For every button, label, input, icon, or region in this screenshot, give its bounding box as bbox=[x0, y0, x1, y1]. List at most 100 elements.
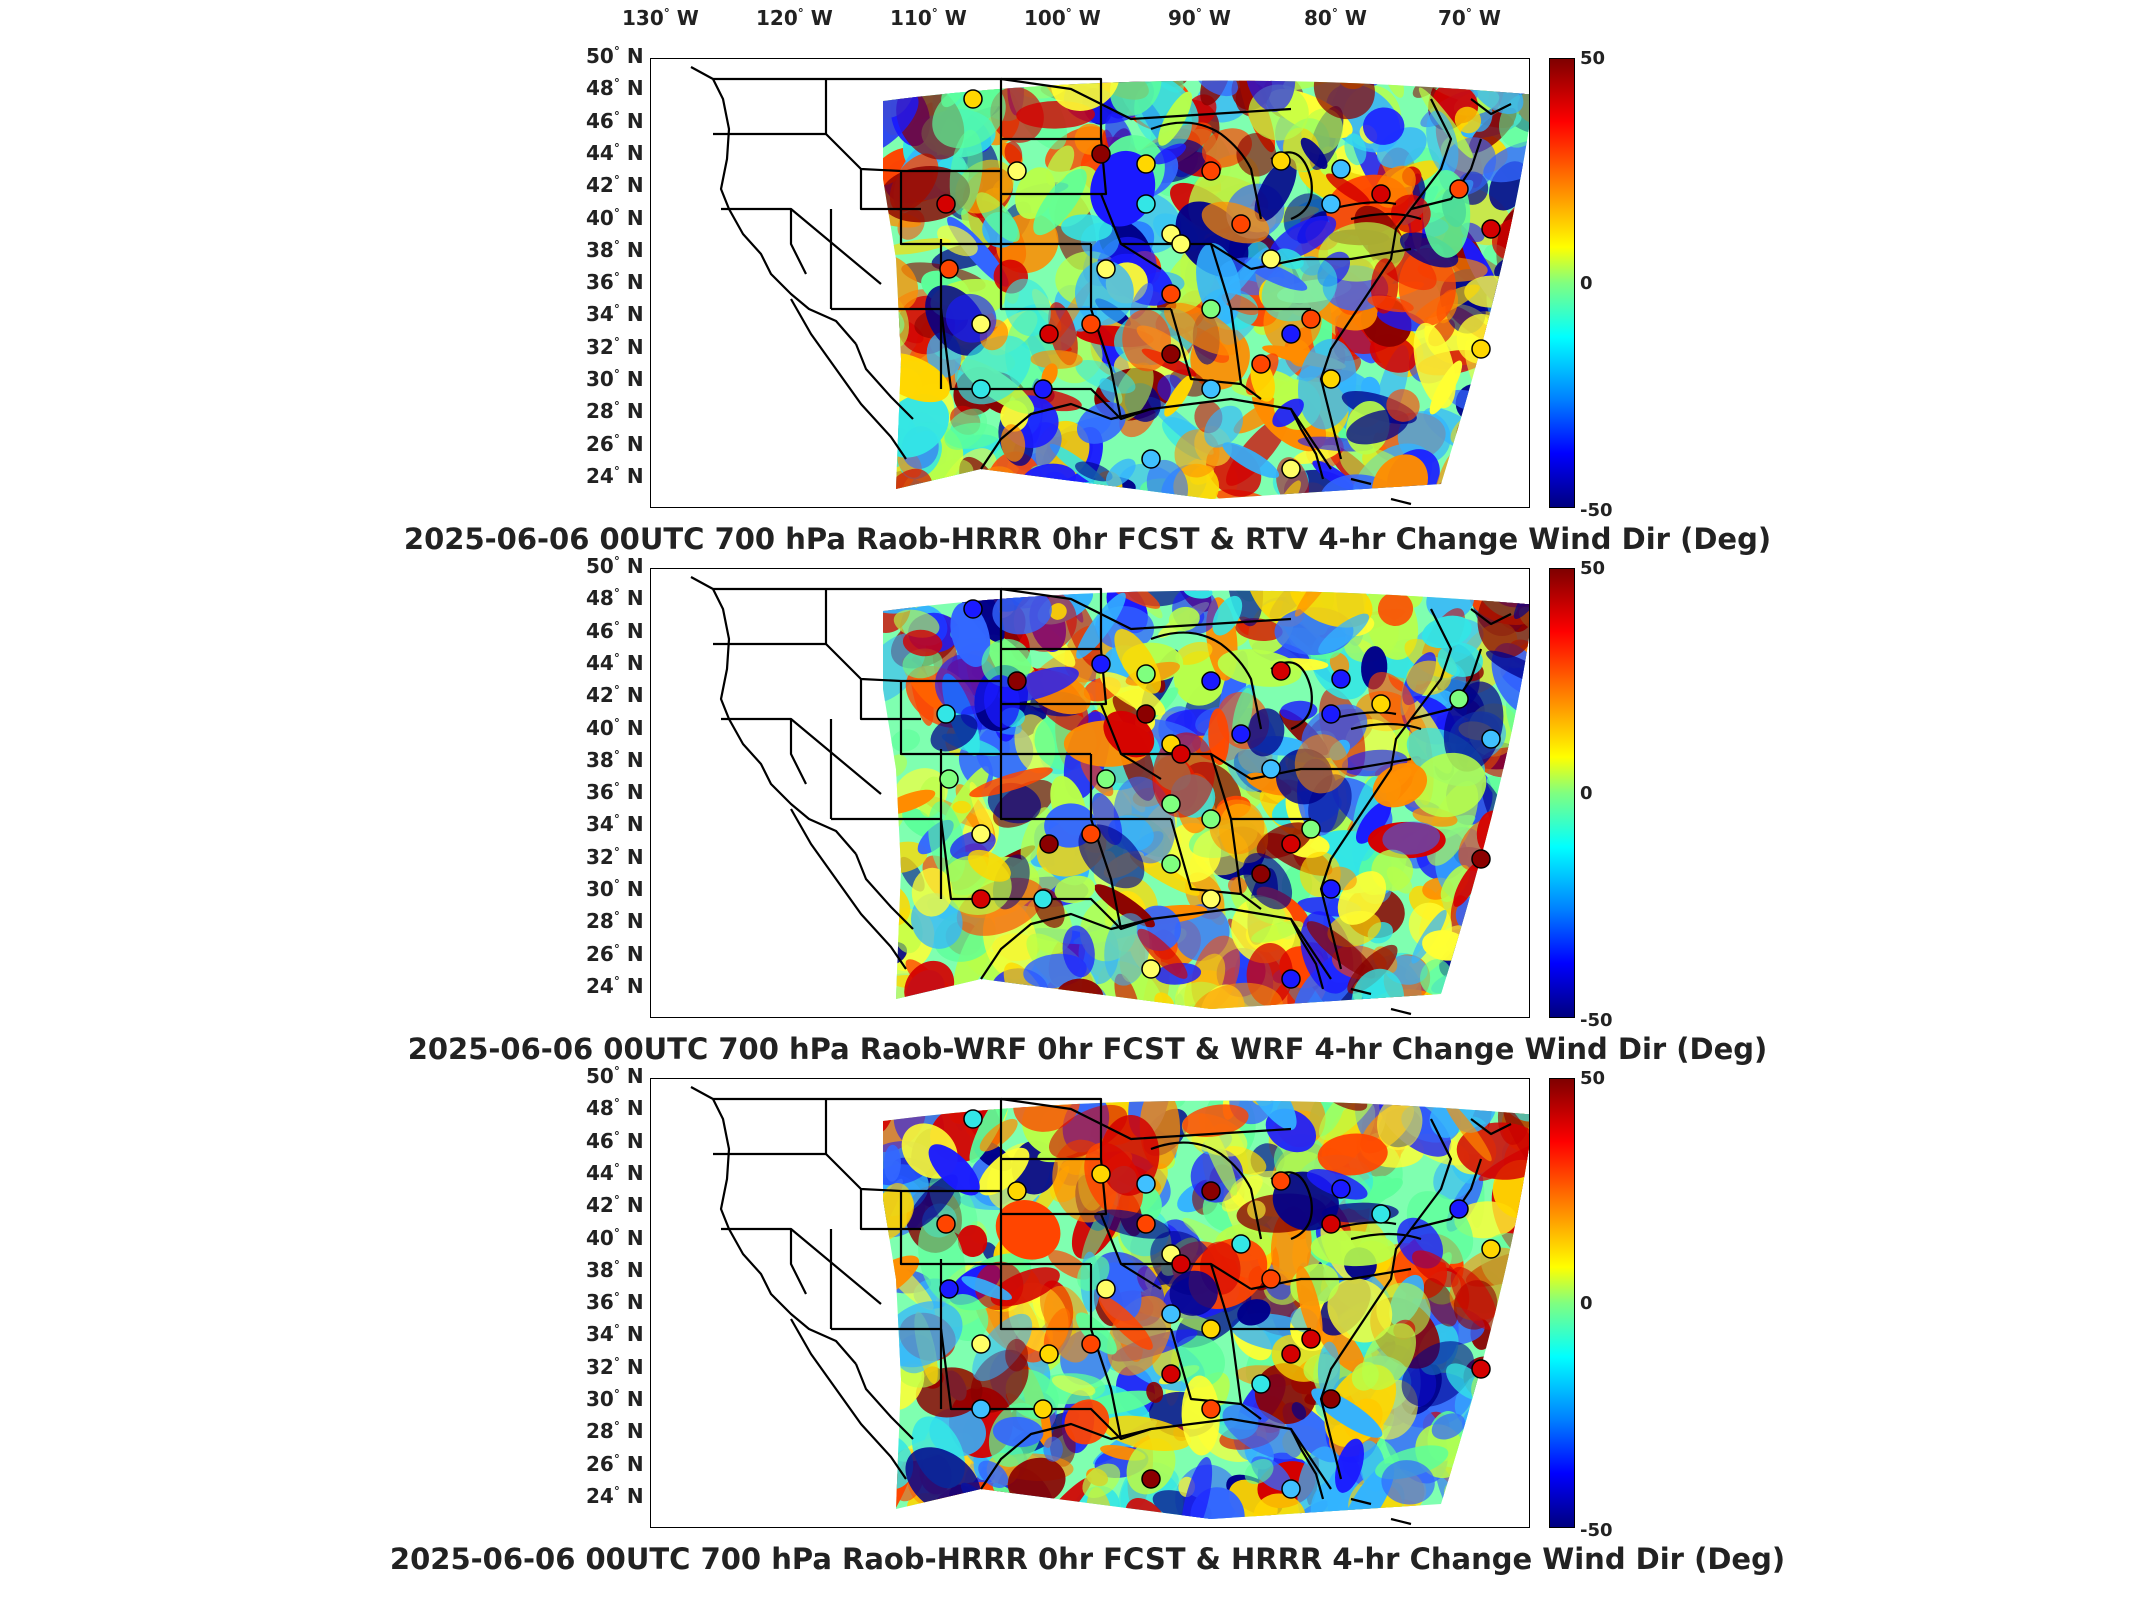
raob-station-marker bbox=[1201, 889, 1221, 909]
field-patch bbox=[1496, 813, 1529, 863]
field-patch bbox=[1317, 1341, 1340, 1399]
raob-station-marker bbox=[1081, 1334, 1101, 1354]
raob-station-marker bbox=[1161, 1364, 1181, 1384]
field-patch bbox=[1317, 1133, 1388, 1176]
raob-station-marker bbox=[936, 194, 956, 214]
border-line bbox=[790, 808, 907, 970]
field-patch bbox=[1164, 302, 1241, 356]
raob-station-marker bbox=[1449, 179, 1469, 199]
lat-label: 32° N bbox=[586, 844, 644, 869]
field-patch bbox=[1051, 1375, 1096, 1397]
field-patch bbox=[1501, 823, 1529, 893]
raob-station-marker bbox=[1033, 379, 1053, 399]
field-patch bbox=[949, 129, 983, 216]
panel-title: 2025-06-06 00UTC 700 hPa Raob-HRRR 0hr F… bbox=[389, 1542, 1786, 1576]
border-line bbox=[1350, 477, 1372, 486]
raob-station-marker bbox=[1281, 969, 1301, 989]
field-patch bbox=[1514, 947, 1529, 1009]
field-patch bbox=[1413, 322, 1456, 409]
raob-station-marker bbox=[1136, 154, 1156, 174]
field-patch bbox=[1222, 442, 1280, 479]
map-area bbox=[650, 58, 1530, 508]
border-line bbox=[713, 1099, 828, 1156]
field-patch bbox=[883, 590, 902, 596]
border-line bbox=[1031, 387, 1152, 421]
border-line bbox=[713, 79, 828, 136]
raob-station-marker bbox=[1201, 809, 1221, 829]
border-line bbox=[899, 171, 1001, 246]
field-patch bbox=[1137, 928, 1188, 979]
raob-station-marker bbox=[1301, 309, 1321, 329]
field-patch bbox=[1290, 590, 1373, 628]
field-patch bbox=[1075, 360, 1136, 394]
field-patch bbox=[1237, 1299, 1271, 1326]
field-patch bbox=[1376, 1100, 1423, 1151]
raob-station-marker bbox=[1321, 704, 1341, 724]
field-patch bbox=[1004, 278, 1051, 337]
field-patch bbox=[1222, 1404, 1302, 1460]
field-patch bbox=[1291, 1402, 1307, 1420]
lat-label: 40° N bbox=[586, 1225, 644, 1250]
border-line bbox=[939, 818, 1031, 901]
lat-label: 24° N bbox=[586, 1483, 644, 1508]
border-line bbox=[721, 717, 882, 795]
field-patch bbox=[1512, 767, 1529, 787]
raob-station-marker bbox=[1301, 819, 1321, 839]
border-line bbox=[854, 853, 914, 930]
field-patch bbox=[1401, 1341, 1475, 1407]
lat-label: 50° N bbox=[586, 1064, 644, 1088]
station-markers bbox=[936, 1109, 1501, 1499]
field-patch bbox=[1502, 858, 1529, 909]
lat-label: 48° N bbox=[586, 76, 644, 101]
field-patch bbox=[1200, 80, 1232, 106]
lat-label: 44° N bbox=[586, 650, 644, 675]
field-patch bbox=[1361, 1323, 1417, 1390]
raob-station-marker bbox=[1136, 704, 1156, 724]
raob-station-marker bbox=[1039, 1344, 1059, 1364]
field-patch bbox=[1326, 173, 1371, 205]
field-patch bbox=[1452, 461, 1484, 486]
field-patch bbox=[1356, 800, 1392, 844]
field-patch bbox=[1109, 80, 1162, 116]
lat-label: 34° N bbox=[586, 812, 644, 837]
raob-station-marker bbox=[1096, 769, 1116, 789]
field-patch bbox=[1377, 591, 1414, 626]
field-patch bbox=[930, 714, 978, 752]
raob-station-marker bbox=[971, 379, 991, 399]
field-patch bbox=[1423, 1278, 1458, 1327]
field-patch bbox=[1158, 91, 1193, 146]
raob-station-marker bbox=[1081, 314, 1101, 334]
lat-label: 38° N bbox=[586, 747, 644, 772]
colorbar-tick-label: 50 bbox=[1580, 48, 1606, 69]
raob-station-marker bbox=[1161, 794, 1181, 814]
border-line bbox=[1470, 1118, 1512, 1136]
lat-label: 48° N bbox=[586, 1096, 644, 1121]
field-patch bbox=[1507, 401, 1529, 435]
border-line bbox=[1319, 98, 1453, 460]
raob-station-marker bbox=[1371, 694, 1391, 714]
raob-station-marker bbox=[1161, 284, 1181, 304]
field-patch bbox=[1236, 133, 1277, 177]
raob-station-marker bbox=[1201, 1399, 1221, 1419]
border-line bbox=[1001, 1097, 1103, 1161]
field-patch bbox=[1511, 266, 1529, 305]
lon-label: 90° W bbox=[1168, 6, 1231, 30]
lat-label: 46° N bbox=[586, 618, 644, 643]
raob-station-marker bbox=[1481, 729, 1501, 749]
field-patch bbox=[1310, 1230, 1396, 1267]
field-patch bbox=[1358, 1440, 1386, 1492]
field-patch bbox=[911, 867, 953, 917]
field-patch bbox=[1306, 921, 1376, 979]
field-patch bbox=[961, 1276, 1012, 1301]
lat-label: 36° N bbox=[586, 270, 644, 295]
raob-station-marker bbox=[1251, 1374, 1271, 1394]
field-patch bbox=[883, 238, 951, 255]
panel-title: 2025-06-06 00UTC 700 hPa Raob-WRF 0hr FC… bbox=[407, 1032, 1768, 1066]
field-patch bbox=[1442, 466, 1498, 499]
border-line bbox=[1390, 497, 1412, 506]
field-patch bbox=[1426, 110, 1459, 176]
field-patch bbox=[1251, 920, 1304, 943]
border-line bbox=[1001, 77, 1103, 141]
field-patch bbox=[1519, 1490, 1529, 1516]
colorbar bbox=[1549, 1078, 1575, 1528]
